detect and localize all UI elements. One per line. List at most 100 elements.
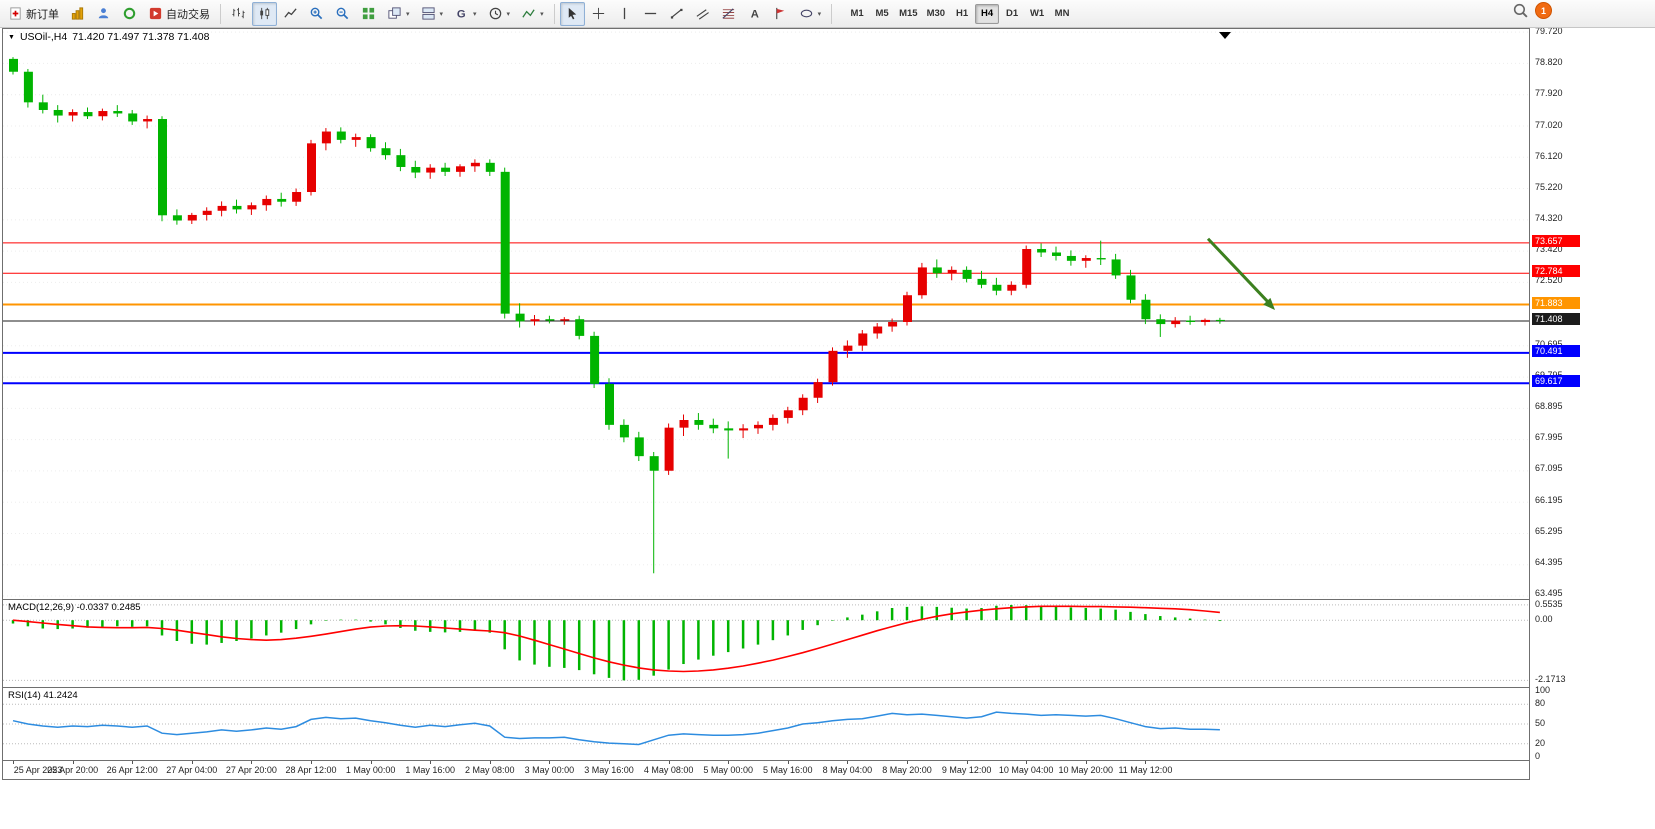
candle-body: [1171, 320, 1181, 325]
cascade-windows-button[interactable]: ▾: [382, 2, 415, 26]
timeframe-button-m1[interactable]: M1: [845, 4, 869, 24]
timeframe-button-m5[interactable]: M5: [870, 4, 894, 24]
shapes-tool-button[interactable]: ▾: [794, 2, 827, 26]
zoom-out-button[interactable]: [330, 2, 355, 26]
one-click-trading-arrow[interactable]: ▼: [8, 33, 15, 41]
dropdown-arrow-icon: ▾: [817, 10, 822, 18]
candlestick-type-button[interactable]: [252, 1, 277, 26]
timeframe-button-m15[interactable]: M15: [895, 4, 921, 24]
zoom-in-button[interactable]: [304, 2, 329, 26]
timeframe-button-mn[interactable]: MN: [1050, 4, 1074, 24]
price-line-badge: 71.883: [1532, 296, 1580, 309]
indicators-button[interactable]: ▾: [516, 2, 549, 26]
notification-badge[interactable]: 1: [1535, 2, 1552, 19]
current-price-badge: 71.408: [1532, 312, 1580, 325]
candle-body: [9, 58, 18, 72]
candle-body: [247, 205, 257, 210]
candle-body: [1007, 284, 1017, 291]
price-axis-label: 78.820: [1535, 57, 1563, 68]
trend-arrow-head[interactable]: [1263, 297, 1275, 310]
time-axis-label: 5 May 00:00: [703, 765, 753, 775]
price-chart-canvas[interactable]: [3, 29, 1529, 599]
candle-body: [1156, 319, 1166, 325]
top-marker-icon: [1219, 32, 1231, 40]
timeframe-button-m30[interactable]: M30: [923, 4, 949, 24]
profiles-button[interactable]: [91, 2, 116, 26]
price-axis-label: 64.395: [1535, 556, 1563, 567]
time-axis[interactable]: 25 Apr 2023 25 Apr 20:00 26 Apr 12:00 27 Ap…: [3, 761, 1529, 779]
timeframe-button-h4[interactable]: H4: [975, 3, 1000, 24]
time-axis-label: 28 Apr 12:00: [285, 765, 337, 775]
candle-body: [83, 112, 93, 117]
cursor-tool-button[interactable]: [559, 1, 585, 26]
price-axis-label: 63.495: [1535, 588, 1563, 599]
candle-body: [1201, 319, 1210, 322]
candle-body: [470, 162, 480, 167]
toolbar-separator: [220, 3, 221, 24]
channel-tool-button[interactable]: [690, 2, 715, 26]
macd-panel[interactable]: MACD(12,26,9) -0.0337 0.2485: [3, 599, 1529, 687]
crosshair-icon: [592, 7, 604, 20]
timeframe-button-d1[interactable]: D1: [1000, 4, 1024, 24]
clock-icon: [489, 7, 501, 20]
chart-plot-stack: ▼ USOil-,H4 71.420 71.497 71.378 71.408 …: [2, 28, 1530, 780]
candle-body: [485, 162, 495, 172]
autotrade-button[interactable]: 自动交易: [143, 2, 215, 26]
bar-chart-type-button[interactable]: [226, 2, 251, 26]
price-chart-panel[interactable]: ▼ USOil-,H4 71.420 71.497 71.378 71.408: [3, 29, 1529, 599]
time-axis-label: 8 May 04:00: [822, 765, 873, 775]
candle-body: [1066, 255, 1076, 261]
candle-body: [605, 383, 614, 425]
candle-body: [903, 295, 912, 322]
period-button[interactable]: ▾: [483, 2, 516, 26]
time-axis-label: 10 May 20:00: [1058, 765, 1114, 775]
time-axis-tick: [728, 761, 730, 764]
candle-body: [545, 319, 555, 321]
time-axis-label: 9 May 12:00: [941, 765, 992, 775]
channel-icon: [696, 9, 709, 20]
timeframe-button-w1[interactable]: W1: [1025, 4, 1049, 24]
fibonacci-tool-button[interactable]: [716, 2, 741, 26]
new-order-button[interactable]: 新订单: [3, 2, 64, 26]
price-axis-label: 76.120: [1535, 150, 1563, 161]
price-axis-label: 75.220: [1535, 181, 1563, 192]
candle-body: [754, 424, 763, 429]
price-axis[interactable]: 79.720 78.820 77.920 77.020 76.120 75.220 74.3…: [1532, 26, 1627, 780]
line-chart-type-button[interactable]: [278, 2, 303, 26]
macd-canvas[interactable]: [3, 600, 1529, 687]
crosshair-tool-button[interactable]: [586, 2, 611, 26]
candle-body: [1096, 258, 1106, 260]
horizontal-line-tool-button[interactable]: [638, 2, 663, 26]
rsi-panel[interactable]: RSI(14) 41.2424: [3, 687, 1529, 761]
new-chart-button[interactable]: [65, 2, 90, 26]
chart-window: ▼ USOil-,H4 71.420 71.497 71.378 71.408 …: [0, 26, 1655, 788]
rsi-canvas[interactable]: [3, 688, 1529, 760]
candle-body: [113, 111, 123, 114]
candle-body: [1052, 252, 1061, 256]
arrange-windows-button[interactable]: ▾: [416, 2, 449, 26]
macd-axis-label: 0.00: [1535, 614, 1553, 625]
autotrade-label: 自动交易: [166, 8, 210, 21]
candle-body: [232, 205, 242, 210]
symbol-period-text: USOil-,H4: [19, 31, 68, 43]
chart-symbol-label: ▼ USOil-,H4 71.420 71.497 71.378 71.408: [8, 31, 209, 43]
arrange-windows-icon: [421, 7, 435, 20]
trend-arrow-object[interactable]: [1206, 237, 1270, 303]
text-tool-button[interactable]: A: [742, 2, 767, 26]
timeframe-button-h1[interactable]: H1: [950, 4, 974, 24]
candle-body: [277, 198, 287, 202]
time-axis-label: 27 Apr 20:00: [225, 765, 277, 775]
candle-body: [575, 319, 585, 336]
candle-body: [143, 119, 153, 122]
market-watch-button[interactable]: [117, 2, 142, 26]
candle-body: [619, 424, 629, 438]
label-tool-button[interactable]: [768, 2, 793, 26]
trendline-tool-button[interactable]: [664, 2, 689, 26]
candle-body: [888, 321, 898, 327]
vertical-line-tool-button[interactable]: [612, 2, 637, 26]
time-axis-label: 25 Apr 2023: [13, 765, 63, 775]
search-icon[interactable]: [1512, 2, 1529, 19]
price-axis-label: 69.795: [1535, 370, 1563, 380]
grid-button[interactable]: G ▾: [449, 2, 482, 26]
tile-windows-button[interactable]: [356, 2, 381, 26]
